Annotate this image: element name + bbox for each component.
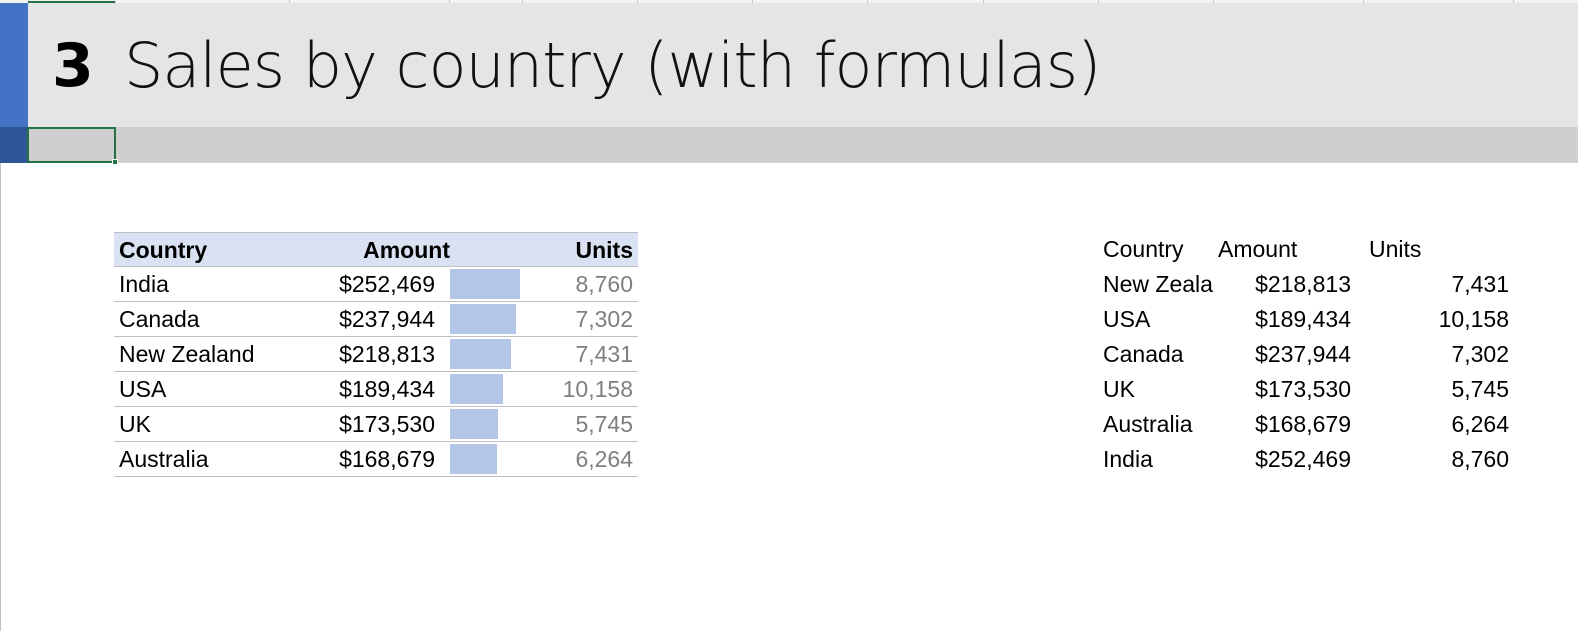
subtitle-band[interactable] [28,127,1578,163]
cell-amount[interactable]: $237,944 [1255,341,1351,367]
column-divider [1098,0,1099,3]
data-bar-track [450,444,550,474]
cell-amount[interactable]: $168,679 [1255,411,1351,437]
header-amount[interactable]: Amount [363,237,450,263]
cell-country[interactable]: Canada [1103,341,1184,367]
cell-amount[interactable]: $218,813 [1255,271,1351,297]
column-divider [522,0,523,3]
cell-units[interactable]: 7,302 [575,306,633,332]
table-row: Canada $237,944 7,302 [114,302,638,337]
selected-column-indicator [28,0,115,3]
cell-country[interactable]: New Zeala [1103,271,1213,297]
table-body: New Zeala $218,813 7,431 USA $189,434 10,158 C… [1103,267,1523,477]
cell-country[interactable]: USA [1103,306,1151,332]
header-units[interactable]: Units [575,237,634,263]
cell-units[interactable]: 7,431 [575,341,633,367]
table-row: Canada $237,944 7,302 [1103,337,1523,372]
header-amount[interactable]: Amount [1218,236,1298,262]
cell-units[interactable]: 6,264 [1451,411,1509,437]
cell-country[interactable]: Australia [119,446,209,472]
cell-amount[interactable]: $189,434 [1255,306,1351,332]
cell-units[interactable]: 6,264 [575,446,633,472]
cell-units[interactable]: 5,745 [575,411,633,437]
cell-country[interactable]: India [119,271,169,297]
table-header-row: Country Amount Units [114,232,638,267]
active-cell[interactable] [27,127,116,163]
header-country[interactable]: Country [119,237,208,263]
column-divider [1363,0,1364,3]
cell-amount[interactable]: $252,469 [339,271,435,297]
data-bar [450,269,520,299]
table-row: India $252,469 8,760 [1103,442,1523,477]
cell-amount[interactable]: $189,434 [339,376,435,402]
cell-country[interactable]: USA [119,376,167,402]
column-divider [289,0,290,3]
cell-units[interactable]: 8,760 [575,271,633,297]
fill-handle[interactable] [112,159,118,165]
cell-amount[interactable]: $237,944 [339,306,435,332]
data-bar [450,304,516,334]
column-divider [637,0,638,3]
data-bar [450,444,497,474]
column-divider [1213,0,1214,3]
cell-units[interactable]: 7,302 [1451,341,1509,367]
column-divider [752,0,753,3]
table-body: India $252,469 8,760 Canada $237,944 7,302 New… [114,267,638,477]
cell-units[interactable]: 10,158 [1438,306,1509,332]
data-bar [450,339,511,369]
cell-amount[interactable]: $173,530 [1255,376,1351,402]
header-country[interactable]: Country [1103,236,1184,262]
cell-units[interactable]: 5,745 [1451,376,1509,402]
data-bar-track [450,339,550,369]
table-row: UK $173,530 5,745 [114,407,638,442]
subtitle-accent-bar [0,127,28,163]
table-row: USA $189,434 10,158 [1103,302,1523,337]
cell-amount[interactable]: $168,679 [339,446,435,472]
cell-country[interactable]: India [1103,446,1153,472]
table-row: Australia $168,679 6,264 [114,442,638,477]
cell-units[interactable]: 10,158 [562,376,633,402]
section-number[interactable]: 3 [52,31,94,101]
data-bar-track [450,409,550,439]
table-header-row: Country Amount Units [1103,232,1523,267]
column-divider [115,0,116,3]
grid-left-border [0,163,1,631]
cell-country[interactable]: Canada [119,306,200,332]
title-accent-bar [0,3,28,127]
cell-amount[interactable]: $252,469 [1255,446,1351,472]
cell-amount[interactable]: $218,813 [339,341,435,367]
column-divider [867,0,868,3]
table-row: India $252,469 8,760 [114,267,638,302]
cell-country[interactable]: UK [119,411,151,437]
cell-country[interactable]: Australia [1103,411,1193,437]
data-bar-track [450,374,550,404]
title-band[interactable] [28,3,1578,127]
table-row: New Zeala $218,813 7,431 [1103,267,1523,302]
header-units[interactable]: Units [1369,236,1422,262]
column-divider [449,0,450,3]
column-divider [983,0,984,3]
page-title[interactable]: Sales by country (with formulas) [124,29,1101,102]
data-bar-track [450,304,550,334]
cell-units[interactable]: 7,431 [1451,271,1509,297]
data-bar-track [450,269,550,299]
table-row: Australia $168,679 6,264 [1103,407,1523,442]
sales-table-formula: Country Amount Units New Zeala $218,813 7,… [1103,232,1523,477]
data-bar [450,374,503,404]
cell-amount[interactable]: $173,530 [339,411,435,437]
table-row: USA $189,434 10,158 [114,372,638,407]
cell-country[interactable]: UK [1103,376,1135,402]
data-bar [450,409,498,439]
sales-table-formatted: Country Amount Units India $252,469 8,760 C… [114,232,638,477]
column-divider [1513,0,1514,3]
table-row: UK $173,530 5,745 [1103,372,1523,407]
table-row: New Zealand $218,813 7,431 [114,337,638,372]
cell-units[interactable]: 8,760 [1451,446,1509,472]
cell-country[interactable]: New Zealand [119,341,255,367]
